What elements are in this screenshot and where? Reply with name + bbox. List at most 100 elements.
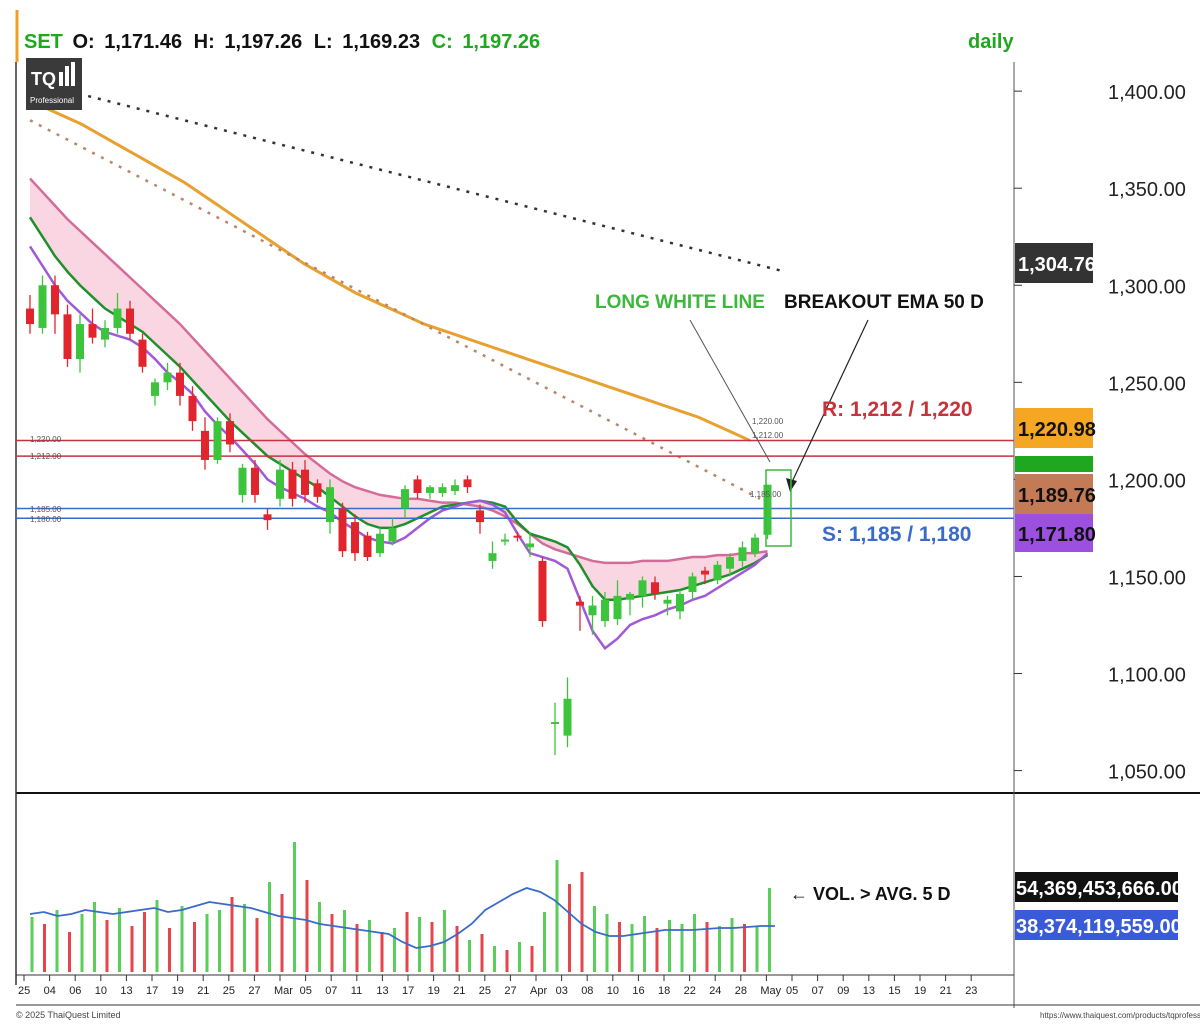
- volume-tag-box: [1015, 872, 1178, 902]
- volume-bar: [555, 860, 559, 972]
- candle-body: [313, 483, 322, 497]
- x-tick-label: 27: [504, 985, 516, 997]
- volume-bar: [280, 894, 284, 972]
- logo-text: TQ: [31, 69, 56, 89]
- logo-bar-icon: [71, 62, 75, 86]
- candle-body: [113, 308, 122, 328]
- candle-body: [201, 430, 209, 460]
- resistance-level-label: 1,220.00: [752, 417, 784, 426]
- x-tick-label: 25: [18, 985, 30, 997]
- resistance-level-label: 1,212.00: [752, 431, 784, 440]
- y-tick-label: 1,200.00: [1108, 470, 1186, 492]
- breakout-candle-highlight: [765, 469, 792, 547]
- candle-body: [701, 570, 709, 575]
- price-tag-box: [1015, 514, 1093, 552]
- candle-body: [138, 339, 147, 367]
- x-tick-label: 03: [556, 985, 568, 997]
- volume-bar: [468, 940, 471, 972]
- candle-body: [451, 485, 459, 492]
- x-tick-label: 11: [351, 985, 362, 997]
- x-tick-label: 10: [95, 985, 107, 997]
- volume-bar: [368, 920, 371, 972]
- candles-layer: [26, 275, 772, 756]
- volume-bar: [430, 922, 434, 972]
- volume-average-line: [29, 887, 775, 949]
- volume-bar: [318, 902, 321, 972]
- resistance-level-label: 1,220.00: [30, 435, 62, 444]
- volume-bar: [243, 904, 246, 972]
- candle-body: [601, 599, 609, 622]
- logo-bar-icon: [59, 72, 63, 86]
- date-axis: 25 04 06 10 13 17 19 21 25 27 Mar 05 07 11 13 17 19 21 25 2…: [18, 975, 977, 997]
- source-url-text: https://www.thaiquest.com/products/tqpro…: [1040, 1011, 1200, 1020]
- volume-tag-value: 54,369,453,666.00: [1016, 878, 1183, 900]
- x-tick-label: 16: [632, 985, 644, 997]
- y-tick-label: 1,350.00: [1108, 179, 1186, 201]
- candle-body: [263, 514, 272, 521]
- copyright-text: © 2025 ThaiQuest Limited: [16, 1010, 121, 1020]
- x-tick-label: 13: [376, 985, 388, 997]
- volume-bar: [380, 932, 384, 972]
- y-tick-label: 1,300.00: [1108, 276, 1186, 298]
- support-resistance-layer: [16, 439, 1014, 519]
- price-tag: [1015, 456, 1093, 472]
- volume-bar: [505, 950, 509, 972]
- x-tick-label: 19: [914, 985, 926, 997]
- ema-pink-line: [29, 177, 768, 565]
- volume-tag-value: 38,374,119,559.00: [1016, 916, 1182, 938]
- candle-body: [426, 487, 434, 493]
- candle-body: [588, 605, 597, 616]
- x-tick-label: 17: [402, 985, 414, 997]
- volume-bar: [693, 914, 696, 972]
- volume-bar: [93, 902, 96, 972]
- x-tick-label: 25: [223, 985, 235, 997]
- x-tick-label: 24: [709, 985, 721, 997]
- x-tick-label: 07: [325, 985, 337, 997]
- candle-body: [101, 327, 109, 340]
- price-tag: 1,220.98: [1015, 408, 1096, 448]
- candle-body: [651, 582, 659, 594]
- ema-lines-layer: [28, 80, 786, 651]
- volume-bar: [493, 946, 496, 972]
- symbol-label: SET: [24, 31, 63, 53]
- candle-body: [351, 522, 359, 554]
- candle-body: [501, 539, 509, 542]
- candle-body: [176, 372, 184, 396]
- price-tag-value: 1,220.98: [1018, 419, 1096, 441]
- ohlc-header: SET O: 1,171.46 H: 1,197.26 L: 1,169.23 …: [24, 31, 540, 53]
- low-label: L:: [314, 31, 333, 53]
- x-tick-label: 21: [940, 985, 952, 997]
- volume-bar: [80, 914, 84, 972]
- volume-bar: [205, 914, 209, 972]
- support-level-label: 1,185.00: [30, 505, 62, 514]
- open-label: O:: [72, 31, 94, 53]
- period-label: daily: [968, 31, 1014, 53]
- candle-body: [126, 308, 134, 334]
- candle-body: [526, 543, 534, 548]
- logo-bar-icon: [65, 66, 69, 86]
- candle-body: [163, 372, 172, 383]
- volume-bar: [643, 916, 646, 972]
- x-tick-label: May: [760, 985, 781, 997]
- price-tag-box: [1015, 243, 1093, 283]
- candle-body: [38, 285, 47, 328]
- volume-bar: [655, 928, 659, 972]
- ema-fast-line: [28, 245, 769, 651]
- candle-body: [638, 580, 647, 596]
- volume-bar: [293, 842, 296, 972]
- volume-tag-box: [1015, 910, 1178, 940]
- price-tag: 1,171.80: [1015, 514, 1096, 552]
- x-tick-label: 09: [837, 985, 849, 997]
- candle-body: [251, 467, 259, 495]
- candle-body: [388, 527, 397, 542]
- x-tick-label: 08: [581, 985, 593, 997]
- candle-body: [226, 421, 234, 445]
- candle-body: [763, 484, 772, 535]
- breakout-annotation: BREAKOUT EMA 50 D: [784, 292, 984, 313]
- candle-body: [413, 479, 422, 493]
- x-tick-label: 21: [197, 985, 209, 997]
- candle-body: [576, 601, 584, 606]
- volume-bar: [305, 880, 309, 972]
- y-tick-label: 1,100.00: [1108, 665, 1186, 687]
- volume-bar: [43, 924, 46, 972]
